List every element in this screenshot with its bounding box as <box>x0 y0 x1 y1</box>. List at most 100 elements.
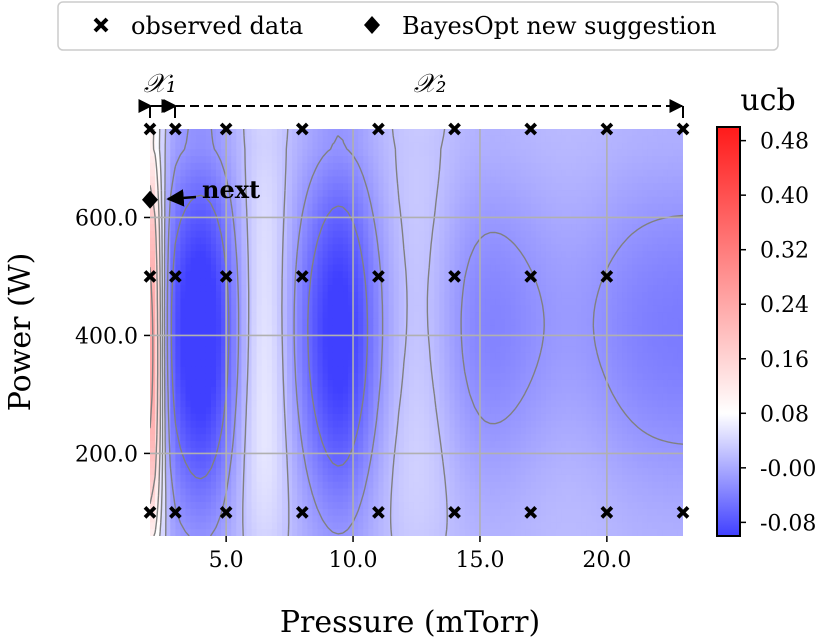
field-cell <box>312 373 319 381</box>
field-cell <box>266 393 273 401</box>
field-cell <box>652 359 659 368</box>
field-cell <box>429 223 435 232</box>
field-cell <box>672 318 679 327</box>
field-cell <box>479 434 486 442</box>
field-cell <box>667 271 674 279</box>
field-cell <box>419 312 425 320</box>
field-cell <box>337 196 344 205</box>
field-cell <box>505 386 512 395</box>
field-cell <box>459 312 466 320</box>
field-cell <box>556 346 562 354</box>
field-cell <box>261 230 268 239</box>
field-cell <box>327 183 334 191</box>
field-cell <box>221 135 227 144</box>
field-cell <box>236 434 242 442</box>
field-cell <box>627 237 633 245</box>
field-cell <box>667 135 674 144</box>
field-cell <box>672 196 679 205</box>
field-cell <box>195 264 202 273</box>
field-cell <box>657 434 664 442</box>
field-cell <box>276 305 283 313</box>
field-cell <box>241 278 248 286</box>
field-cell <box>662 217 669 225</box>
field-cell <box>459 427 466 435</box>
field-cell <box>332 298 339 306</box>
field-cell <box>170 346 176 354</box>
field-cell <box>378 190 385 198</box>
field-cell <box>363 325 369 334</box>
field-cell <box>642 257 649 266</box>
field-cell <box>525 427 532 435</box>
field-cell <box>383 441 390 449</box>
field-cell <box>170 210 176 218</box>
field-cell <box>215 244 222 252</box>
field-cell <box>398 352 405 361</box>
field-cell <box>413 386 420 395</box>
field-cell <box>571 434 577 442</box>
field-cell <box>627 176 633 184</box>
field-cell <box>322 312 329 320</box>
field-cell <box>632 196 638 205</box>
field-cell <box>540 291 547 300</box>
field-cell <box>637 339 643 347</box>
field-cell <box>408 162 415 171</box>
field-cell <box>586 298 593 306</box>
field-cell <box>622 434 628 442</box>
field-cell <box>200 135 207 144</box>
field-cell <box>586 203 593 211</box>
field-cell <box>236 230 242 239</box>
field-cell <box>337 183 344 191</box>
field-cell <box>373 305 380 313</box>
field-cell <box>637 142 643 150</box>
field-cell <box>485 285 491 293</box>
field-cell <box>459 413 466 422</box>
field-cell <box>576 237 583 245</box>
field-cell <box>195 359 202 368</box>
field-cell <box>266 373 273 381</box>
field-cell <box>515 162 522 171</box>
field-cell <box>601 305 608 313</box>
field-cell <box>175 386 182 395</box>
field-cell <box>307 210 314 218</box>
field-cell <box>566 251 572 259</box>
field-cell <box>505 352 512 361</box>
field-cell <box>353 142 359 150</box>
field-cell <box>520 441 527 449</box>
field-cell <box>439 400 446 408</box>
field-cell <box>652 291 659 300</box>
field-cell <box>642 373 649 381</box>
field-cell <box>312 285 319 293</box>
field-cell <box>180 135 187 144</box>
field-cell <box>510 366 517 374</box>
field-cell <box>368 386 374 395</box>
field-cell <box>469 346 476 354</box>
field-cell <box>155 264 161 273</box>
field-cell <box>266 291 273 300</box>
field-cell <box>667 379 674 388</box>
field-cell <box>241 298 248 306</box>
field-cell <box>175 346 182 354</box>
field-cell <box>444 176 451 184</box>
field-cell <box>586 271 593 279</box>
field-cell <box>485 129 491 137</box>
field-cell <box>322 203 329 211</box>
field-cell <box>393 190 400 198</box>
field-cell <box>611 352 618 361</box>
field-cell <box>175 135 182 144</box>
field-cell <box>302 427 308 435</box>
field-cell <box>195 244 202 252</box>
field-cell <box>530 190 537 198</box>
field-cell <box>490 434 496 442</box>
field-cell <box>459 359 466 368</box>
field-cell <box>551 312 557 320</box>
field-cell <box>236 183 242 191</box>
field-cell <box>155 142 161 150</box>
field-cell <box>571 346 577 354</box>
field-cell <box>581 325 588 334</box>
field-cell <box>281 298 288 306</box>
field-cell <box>606 318 613 327</box>
field-cell <box>611 285 618 293</box>
field-cell <box>327 217 334 225</box>
field-cell <box>490 190 496 198</box>
field-cell <box>657 223 664 232</box>
